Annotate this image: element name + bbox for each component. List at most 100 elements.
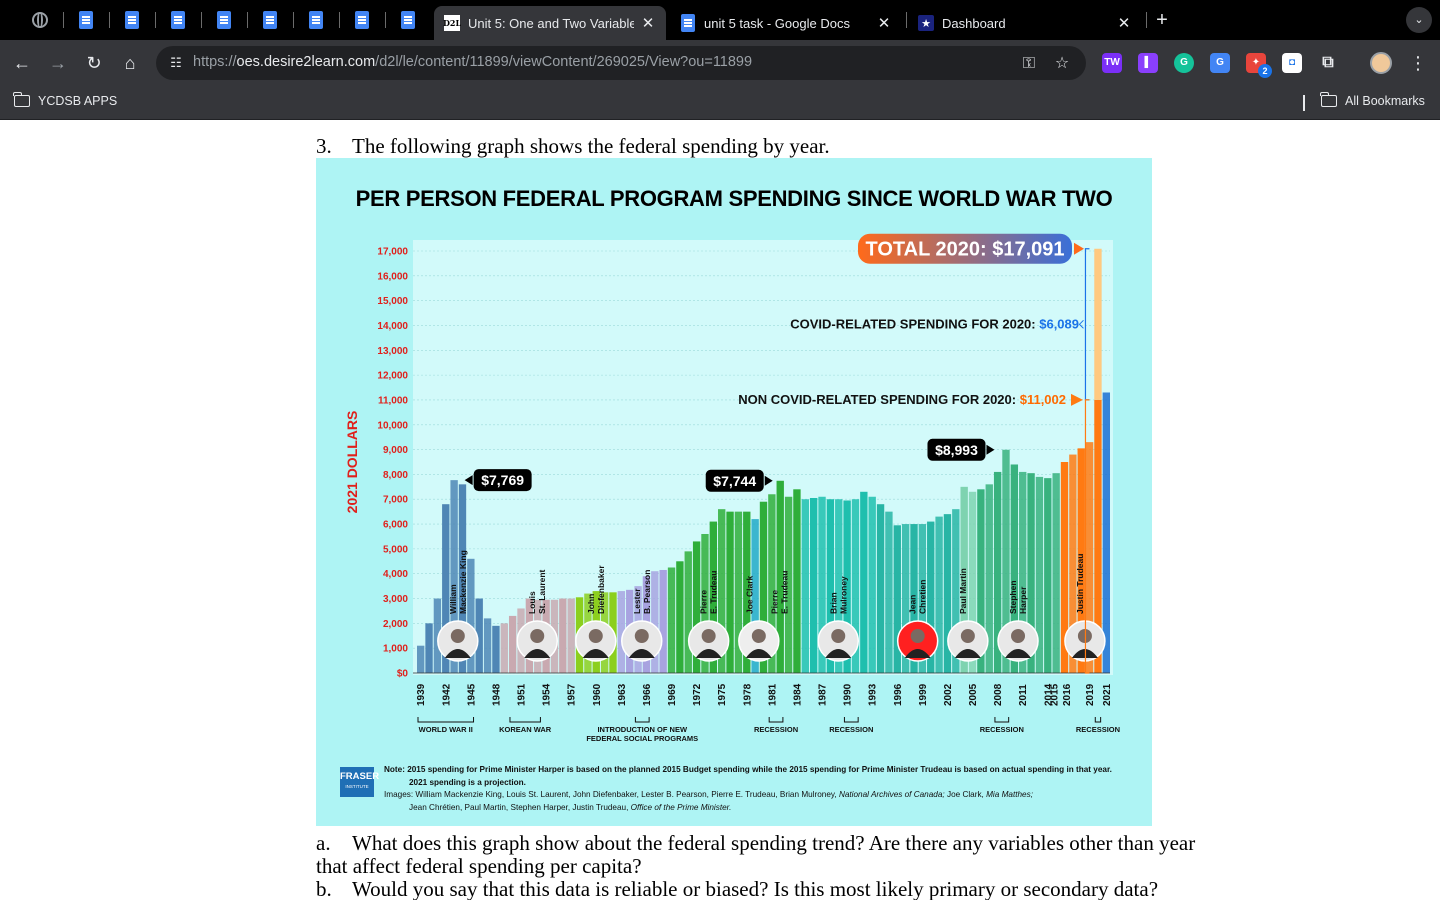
- back-button[interactable]: ←: [13, 53, 31, 73]
- bar-1942: [442, 504, 450, 673]
- close-icon[interactable]: ✕: [877, 15, 891, 32]
- grammarly-icon[interactable]: G: [1174, 53, 1194, 73]
- question-number: 3.: [316, 134, 332, 158]
- tab-unit5-task[interactable]: unit 5 task - Google Docs ✕: [670, 6, 902, 40]
- menu-icon[interactable]: ⋮: [1409, 53, 1427, 73]
- url-path: /d2l/le/content/11899/viewContent/269025…: [375, 54, 753, 70]
- home-button[interactable]: ⌂: [124, 53, 136, 73]
- site-info-icon[interactable]: ☷: [170, 55, 182, 70]
- new-tab-button[interactable]: +: [1156, 9, 1168, 31]
- page-content: 3. The following graph shows the federal …: [0, 121, 1440, 900]
- translate-icon[interactable]: G: [1210, 53, 1230, 73]
- pinned-tab-docs[interactable]: [66, 6, 106, 34]
- tab-separator: [201, 12, 202, 28]
- pm-label: Harper: [1018, 586, 1028, 614]
- bar-1949: [500, 623, 508, 673]
- callout-arrow: [986, 444, 995, 455]
- bar-1968: [659, 569, 667, 673]
- url-scheme: https://: [193, 54, 237, 70]
- pm-label: Paul Martin: [958, 568, 968, 614]
- bar-2020-non-covid: [1094, 399, 1102, 673]
- images-credit-mid: Joe Clark,: [946, 790, 984, 799]
- x-tick-label: 1954: [542, 683, 553, 706]
- bar-2002: [943, 514, 952, 673]
- forward-button[interactable]: →: [49, 53, 67, 73]
- portrait-body: [695, 649, 722, 658]
- close-icon[interactable]: ✕: [641, 15, 655, 32]
- note-line-1: 2015 spending for Prime Minister Harper …: [407, 765, 1112, 774]
- pinned-tab-docs[interactable]: [342, 6, 382, 34]
- bar-1948: [492, 625, 500, 673]
- x-tick-label: 2019: [1085, 683, 1096, 706]
- x-tick-label: 2002: [943, 683, 954, 706]
- address-bar[interactable]: ☷ https://oes.desire2learn.com/d2l/le/co…: [156, 46, 1086, 80]
- portrait-body: [745, 649, 772, 658]
- pm-label: Lester: [632, 588, 642, 614]
- bookmark-all-bookmarks[interactable]: All Bookmarks: [1320, 92, 1425, 108]
- bookmark-star-icon[interactable]: ☆: [1054, 55, 1070, 72]
- question-a: a. What does this graph show about the fe…: [316, 832, 1195, 855]
- bar-1971: [684, 551, 692, 673]
- x-tick-label: 2016: [1062, 683, 1073, 706]
- event-label: KOREAN WAR: [499, 725, 552, 734]
- bookmark-ycdsb-apps[interactable]: YCDSB APPS: [13, 92, 117, 108]
- pinned-tab-docs[interactable]: [158, 6, 198, 34]
- password-key-icon[interactable]: ⚿: [1022, 55, 1036, 72]
- x-tick-label: 1984: [792, 683, 803, 706]
- callout-label: $7,744: [713, 473, 756, 489]
- pinned-tab-docs[interactable]: [204, 6, 244, 34]
- x-tick-label: 1996: [893, 683, 904, 706]
- event-label: FEDERAL SOCIAL PROGRAMS: [586, 734, 698, 743]
- noncovid-bracket: [1084, 399, 1090, 674]
- pinned-tab-docs[interactable]: [250, 6, 290, 34]
- google-docs-icon: [309, 11, 323, 29]
- y-tick-label: 11,000: [378, 395, 408, 406]
- portrait-body: [628, 649, 655, 658]
- bar-2006: [977, 489, 985, 673]
- spending-chart: William Mackenzie King Louis St. Laurent Joh…: [344, 233, 1120, 743]
- tab-unit5[interactable]: D2L Unit 5: One and Two Variable ✕: [434, 6, 666, 40]
- pm-label: E. Trudeau: [709, 571, 719, 614]
- images-credit-italic-1: National Archives of Canada;: [838, 790, 945, 799]
- extension-icon[interactable]: TW: [1102, 53, 1122, 73]
- pinned-tab-docs[interactable]: [112, 6, 152, 34]
- chart-title: PER PERSON FEDERAL PROGRAM SPENDING SINC…: [355, 186, 1113, 211]
- bar-2021: [1102, 392, 1110, 673]
- url-text[interactable]: https://oes.desire2learn.com/d2l/le/cont…: [193, 54, 752, 70]
- y-tick-label: 3,000: [383, 594, 408, 605]
- bar-1993: [868, 496, 876, 673]
- extension-icon[interactable]: ✦ 2: [1246, 53, 1272, 78]
- callout-arrow: [464, 475, 473, 486]
- reload-button[interactable]: ↻: [86, 53, 102, 73]
- question-text: Would you say that this data is reliable…: [352, 877, 1159, 900]
- folder-icon: [13, 92, 30, 107]
- event-bracket: [843, 717, 859, 723]
- x-tick-label: 1981: [767, 683, 778, 706]
- tab-search-button[interactable]: ⌄: [1406, 7, 1432, 33]
- x-tick-label: 1993: [868, 683, 879, 706]
- tab-separator: [109, 12, 110, 28]
- event-label: RECESSION: [754, 725, 798, 734]
- x-tick-label: 1987: [818, 683, 829, 706]
- x-tick-label: 2005: [968, 683, 979, 706]
- event-bracket: [417, 717, 475, 723]
- browser-toolbar: ← → ↻ ⌂ ☷ https://oes.desire2learn.com/d…: [0, 40, 1440, 86]
- x-tick-label: 1972: [692, 683, 703, 706]
- pinned-tab-docs[interactable]: [296, 6, 336, 34]
- bar-2018: [1077, 448, 1085, 673]
- callout-box: [473, 469, 532, 492]
- pinned-tab[interactable]: [20, 6, 60, 34]
- y-tick-label: 14,000: [377, 321, 408, 332]
- url-host: oes.desire2learn.com: [236, 54, 376, 70]
- google-docs-icon: [217, 11, 231, 29]
- close-icon[interactable]: ✕: [1117, 15, 1131, 32]
- puzzle-icon[interactable]: ⧉: [1322, 54, 1334, 71]
- extension-icon[interactable]: ▌: [1138, 53, 1158, 73]
- bar-2020-covid: [1094, 248, 1102, 400]
- portrait-head: [588, 629, 603, 643]
- avatar[interactable]: [1370, 52, 1392, 74]
- extension-icon[interactable]: ◘: [1282, 53, 1302, 73]
- tab-dashboard[interactable]: ★ Dashboard ✕: [908, 6, 1142, 40]
- bar-1978: [743, 511, 751, 673]
- pinned-tab-docs[interactable]: [388, 6, 428, 34]
